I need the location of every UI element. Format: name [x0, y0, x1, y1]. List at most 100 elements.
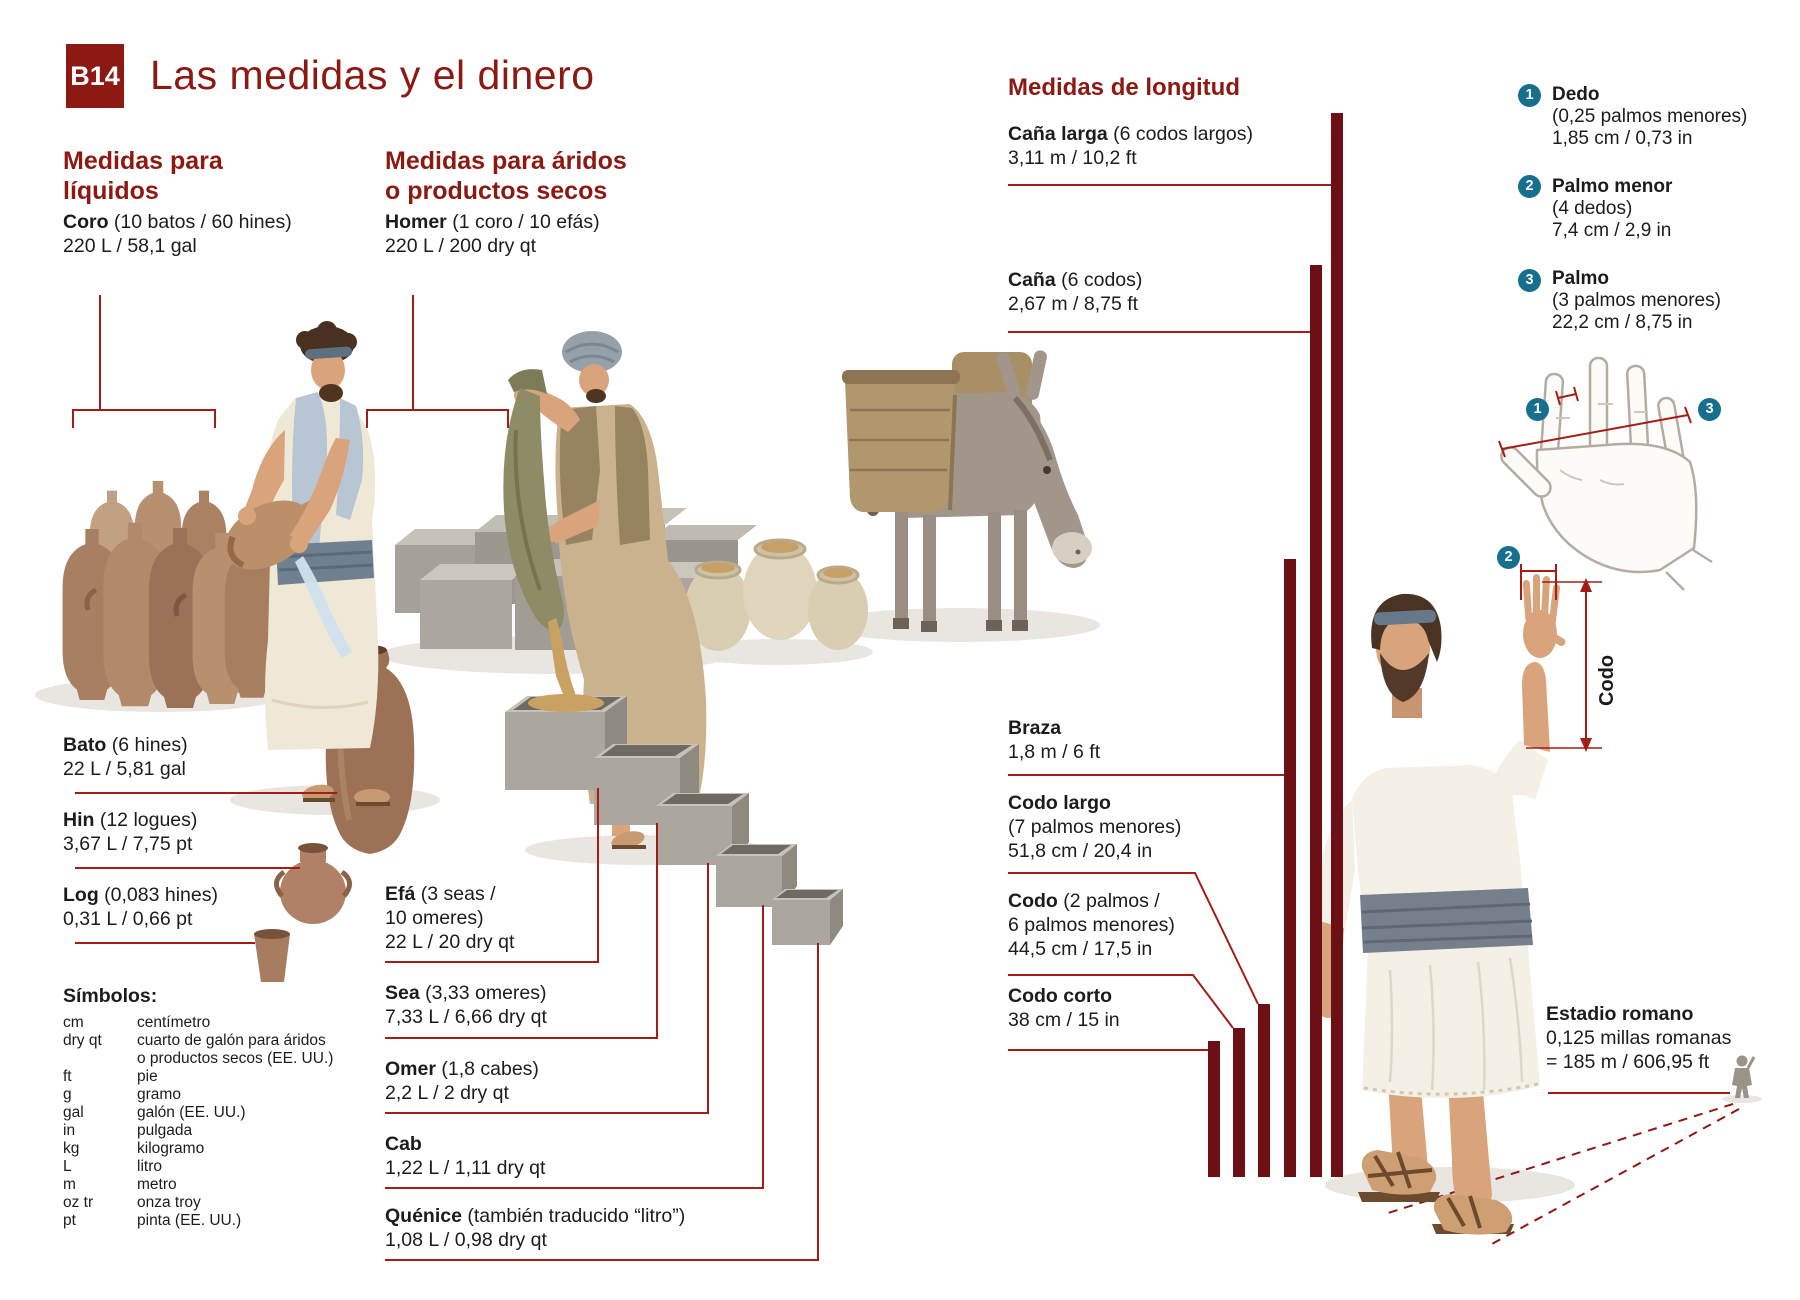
symbol-abbr: L: [63, 1158, 72, 1175]
symbol-def: galón (EE. UU.): [137, 1104, 246, 1121]
length-header: Medidas de longitud: [1008, 74, 1240, 101]
measure-omer: Omer (1,8 cabes) 2,2 L / 2 dry qt: [385, 1057, 539, 1105]
measure-homer: Homer (1 coro / 10 efás) 220 L / 200 dry…: [385, 210, 600, 258]
measure-detail: 1,8 m / 6 ft: [1008, 741, 1101, 763]
symbol-abbr: gal: [63, 1104, 84, 1121]
marker-2-badge: 2: [1518, 175, 1541, 198]
measure-name: Log: [63, 884, 99, 906]
measure-detail: (6 codos) 2,67 m / 8,75 ft: [1008, 269, 1143, 315]
stadium-figure: [1732, 1055, 1756, 1098]
measure-name: Coro: [63, 211, 109, 233]
liquids-header: Medidas para líquidos: [63, 147, 223, 205]
measure-codo-corto: Codo corto 38 cm / 15 in: [1008, 984, 1120, 1032]
measure-detail: (10 batos / 60 hines) 220 L / 58,1 gal: [63, 211, 292, 257]
measure-palmo-menor: Palmo menor (4 dedos) 7,4 cm / 2,9 in: [1552, 176, 1672, 242]
symbol-abbr: oz tr: [63, 1194, 94, 1211]
symbol-def: pinta (EE. UU.): [137, 1212, 242, 1229]
measure-name: Quénice: [385, 1205, 462, 1227]
measure-name: Palmo menor: [1552, 176, 1673, 197]
symbol-def: litro: [137, 1158, 162, 1175]
symbol-abbr: ft: [63, 1068, 72, 1085]
measure-detail: (3,33 omeres) 7,33 L / 6,66 dry qt: [385, 982, 547, 1028]
symbol-row: in pulgada: [63, 1122, 393, 1140]
hand-marker-2: 2: [1497, 546, 1520, 569]
measure-detail: (12 logues) 3,67 L / 7,75 pt: [63, 809, 198, 855]
hand-marker-1: 1: [1526, 398, 1549, 421]
page-title: Las medidas y el dinero: [150, 52, 595, 98]
measure-name: Caña larga: [1008, 123, 1108, 145]
symbols-legend: cm centímetro dry qt cuarto de galón para …: [63, 1014, 393, 1230]
symbol-def: kilogramo: [137, 1140, 205, 1157]
symbol-row: g gramo: [63, 1086, 393, 1104]
measure-cana: Caña (6 codos) 2,67 m / 8,75 ft: [1008, 268, 1142, 316]
codo-arrow: [1526, 578, 1602, 752]
measuring-cubes: [505, 694, 843, 945]
measure-hin: Hin (12 logues) 3,67 L / 7,75 pt: [63, 808, 197, 856]
measure-name: Hin: [63, 809, 95, 831]
small-cup: [254, 929, 290, 982]
donkey: [842, 350, 1092, 632]
measure-name: Dedo: [1552, 84, 1600, 105]
measure-detail: 1,22 L / 1,11 dry qt: [385, 1157, 546, 1179]
measure-name: Codo: [1008, 890, 1058, 912]
symbol-abbr: cm: [63, 1014, 84, 1031]
symbol-row: ft pie: [63, 1068, 393, 1086]
measure-detail: (2 palmos / 6 palmos menores) 44,5 cm / …: [1008, 890, 1175, 960]
symbols-header: Símbolos:: [63, 985, 158, 1007]
measure-quenice: Quénice (también traducido “litro”) 1,08…: [385, 1204, 685, 1252]
measure-detail: 0,125 millas romanas = 185 m / 606,95 ft: [1546, 1027, 1732, 1073]
symbol-def: pulgada: [137, 1122, 193, 1139]
measure-codo-largo: Codo largo (7 palmos menores) 51,8 cm / …: [1008, 791, 1181, 863]
measure-name: Codo corto: [1008, 985, 1112, 1007]
measure-detail: (3 palmos menores) 22,2 cm / 8,75 in: [1552, 290, 1721, 333]
grain-sacks: [685, 538, 868, 651]
measure-cab: Cab 1,22 L / 1,11 dry qt: [385, 1132, 545, 1180]
measure-detail: (6 hines) 22 L / 5,81 gal: [63, 734, 188, 780]
symbol-abbr: m: [63, 1176, 76, 1193]
measure-name: Efá: [385, 883, 416, 905]
jar-cluster: [62, 481, 280, 708]
measure-coro: Coro (10 batos / 60 hines) 220 L / 58,1 …: [63, 210, 292, 258]
measure-sea: Sea (3,33 omeres) 7,33 L / 6,66 dry qt: [385, 981, 547, 1029]
codo-vertical-label: Codo: [1596, 654, 1618, 706]
hand-marker-3: 3: [1698, 398, 1721, 421]
measure-detail: (1 coro / 10 efás) 220 L / 200 dry qt: [385, 211, 600, 257]
symbol-abbr: pt: [63, 1212, 76, 1229]
dry-header: Medidas para áridos o productos secos: [385, 147, 627, 205]
measure-detail: (0,083 hines) 0,31 L / 0,66 pt: [63, 884, 218, 930]
section-badge: B14: [66, 44, 124, 108]
symbol-def: metro: [137, 1176, 177, 1193]
symbol-def: onza troy: [137, 1194, 201, 1211]
symbol-row: kg kilogramo: [63, 1140, 393, 1158]
symbol-def: cuarto de galón para áridos o productos …: [137, 1032, 334, 1067]
symbol-row: oz tr onza troy: [63, 1194, 393, 1212]
measure-name: Sea: [385, 982, 420, 1004]
symbol-abbr: g: [63, 1086, 72, 1103]
measure-name: Omer: [385, 1058, 436, 1080]
symbol-row: m metro: [63, 1176, 393, 1194]
measure-detail: (0,25 palmos menores) 1,85 cm / 0,73 in: [1552, 106, 1748, 149]
measure-detail: (7 palmos menores) 51,8 cm / 20,4 in: [1008, 816, 1182, 862]
hand-measure-lines: [1498, 386, 1692, 458]
measure-name: Codo largo: [1008, 792, 1111, 814]
measure-efa: Efá (3 seas / 10 omeres) 22 L / 20 dry q…: [385, 882, 514, 954]
marker-1-badge: 1: [1518, 84, 1541, 107]
symbol-abbr: in: [63, 1122, 76, 1139]
symbol-abbr: kg: [63, 1140, 80, 1157]
measure-name: Braza: [1008, 717, 1062, 739]
symbol-row: pt pinta (EE. UU.): [63, 1212, 393, 1230]
measure-cana-larga: Caña larga (6 codos largos) 3,11 m / 10,…: [1008, 122, 1253, 170]
leader-lines: [72, 184, 1730, 1261]
man-pouring-liquid: [224, 321, 390, 806]
small-pot: [274, 843, 352, 924]
symbol-def: pie: [137, 1068, 158, 1085]
symbol-row: cm centímetro: [63, 1014, 393, 1032]
symbol-def: centímetro: [137, 1014, 211, 1031]
symbol-row: gal galón (EE. UU.): [63, 1104, 393, 1122]
measure-detail: (6 codos largos) 3,11 m / 10,2 ft: [1008, 123, 1253, 169]
measure-bato: Bato (6 hines) 22 L / 5,81 gal: [63, 733, 188, 781]
measure-name: Cab: [385, 1133, 422, 1155]
symbol-def: gramo: [137, 1086, 181, 1103]
